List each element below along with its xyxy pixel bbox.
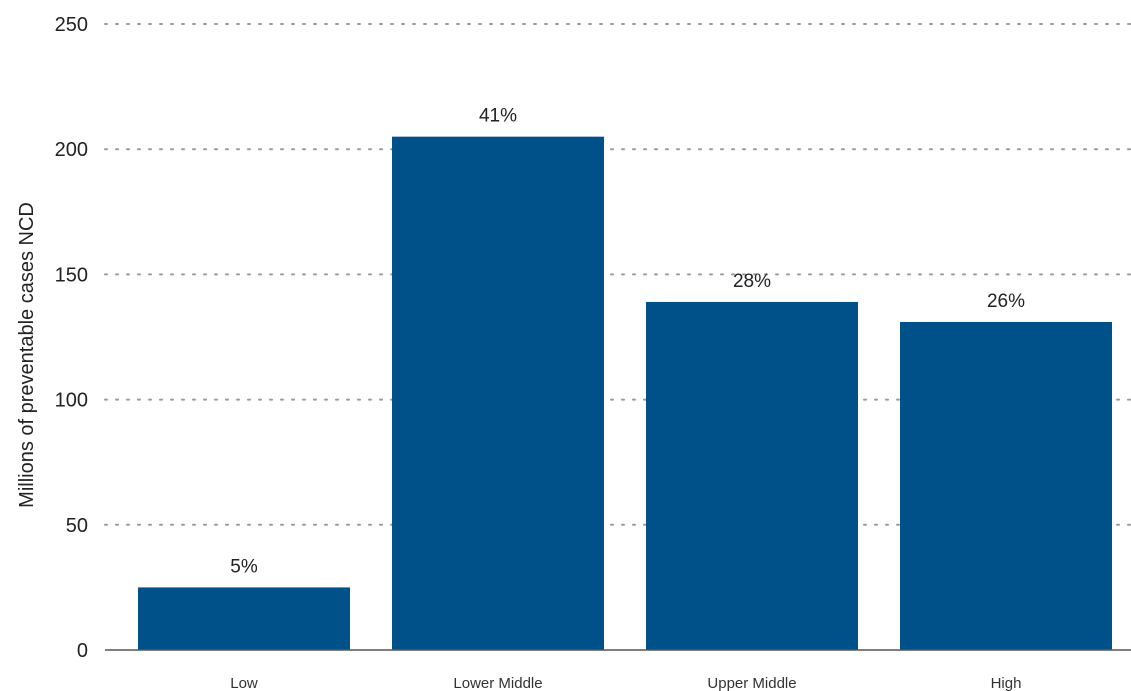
y-axis-ticks: 0 50 100 150 200 250 xyxy=(55,14,88,662)
data-label: 5% xyxy=(230,556,258,577)
bar-high xyxy=(900,321,1112,650)
x-axis-categories: Low Lower Middle Upper Middle High xyxy=(230,675,1021,691)
x-category-label: High xyxy=(991,675,1022,691)
y-tick-label: 50 xyxy=(66,515,88,537)
bar-lower-middle xyxy=(392,136,604,650)
x-category-label: Low xyxy=(230,675,258,691)
y-tick-label: 0 xyxy=(77,640,88,662)
x-category-label: Lower Middle xyxy=(453,675,542,691)
data-label: 28% xyxy=(733,271,771,292)
y-axis-title: Millions of preventable cases NCD xyxy=(16,202,38,508)
data-labels: 5% 41% 28% 26% xyxy=(230,106,1025,578)
bar-low xyxy=(138,587,350,650)
bar-upper-middle xyxy=(646,301,858,650)
x-category-label: Upper Middle xyxy=(707,675,796,691)
y-tick-label: 250 xyxy=(55,14,88,36)
y-tick-label: 100 xyxy=(55,390,88,412)
y-tick-label: 150 xyxy=(55,264,88,286)
bars xyxy=(138,136,1112,650)
data-label: 41% xyxy=(479,106,517,127)
y-tick-label: 200 xyxy=(55,139,88,161)
data-label: 26% xyxy=(987,291,1025,312)
